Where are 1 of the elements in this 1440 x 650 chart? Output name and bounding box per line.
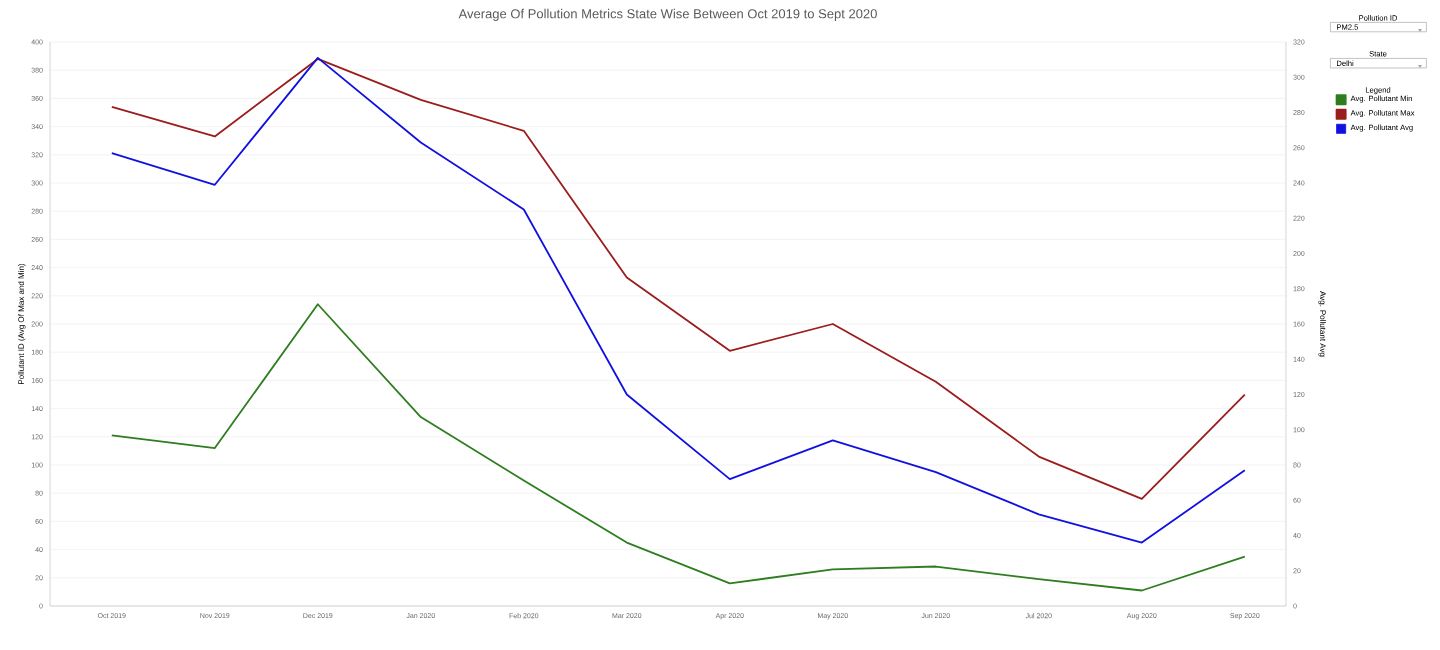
line-series	[110, 303, 1246, 592]
